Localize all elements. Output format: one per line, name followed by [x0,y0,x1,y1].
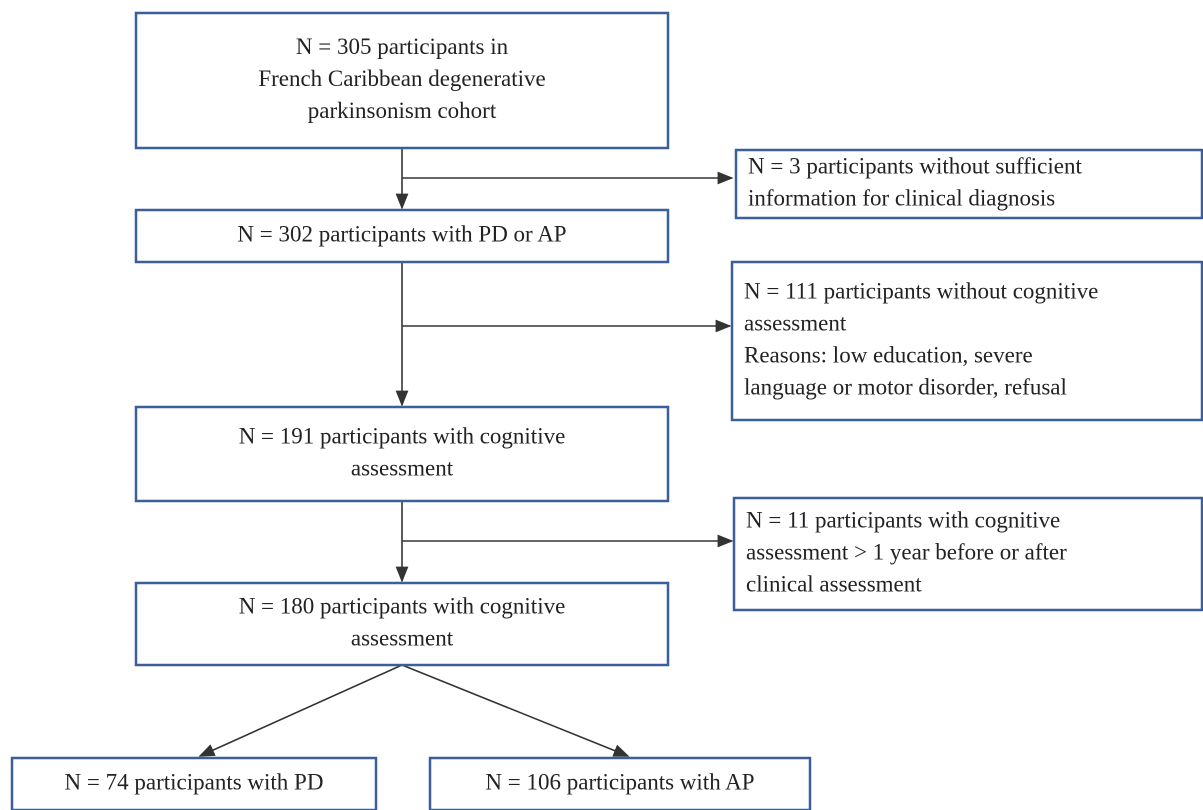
box-text: N = 305 participants in [296,34,509,59]
box-text: N = 106 participants with AP [485,769,754,794]
box-text: parkinsonism cohort [308,98,497,123]
box [732,496,1203,612]
box-text: assessment [351,625,454,650]
box [428,756,812,810]
box-text: assessment [351,455,454,480]
box [10,756,378,810]
box-text: Reasons: low education, severe [744,342,1033,367]
box [134,405,670,503]
box-text: N = 191 participants with cognitive [239,423,566,448]
box-text: N = 74 participants with PD [65,769,324,794]
arrow [198,664,403,757]
box-text: information for clinical diagnosis [748,185,1055,210]
box-text: assessment [744,310,847,335]
box [730,260,1203,422]
box [134,581,670,667]
box-text: clinical assessment [746,571,922,596]
box-text: N = 3 participants without sufficient [748,153,1082,178]
box [134,11,670,150]
box [734,148,1203,220]
box-text: N = 302 participants with PD or AP [237,221,566,246]
box-text: assessment > 1 year before or after [746,539,1067,564]
box-text: language or motor disorder, refusal [744,374,1067,399]
connectors [198,148,734,757]
box-text: N = 11 participants with cognitive [746,507,1060,532]
box [134,208,670,264]
box-text: French Caribbean degenerative [258,66,545,91]
box-text: N = 111 participants without cognitive [744,278,1098,303]
box-text: N = 180 participants with cognitive [239,593,566,618]
arrow [401,664,630,757]
